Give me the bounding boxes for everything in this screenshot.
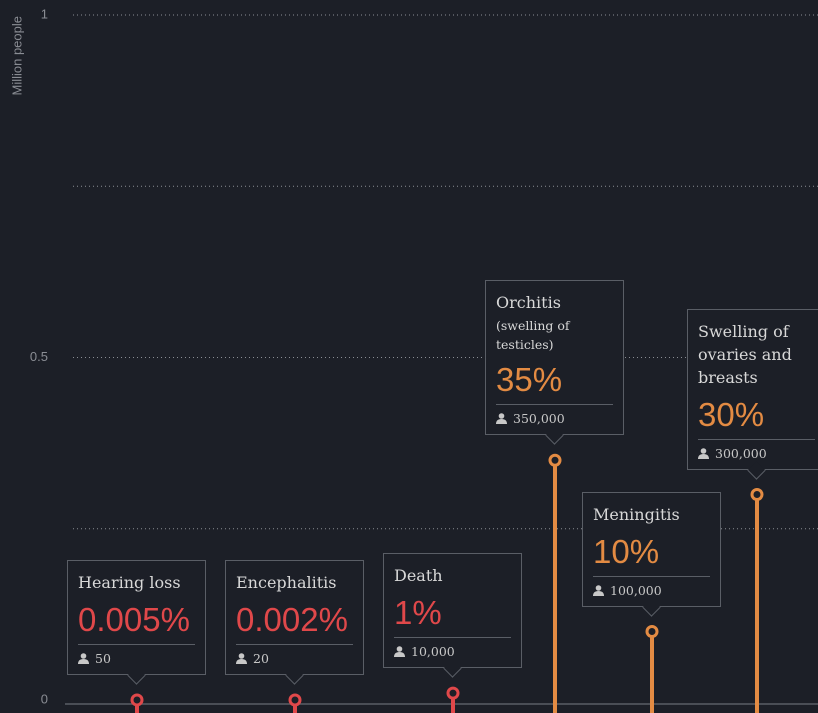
count-row: 100,000 [593, 575, 710, 598]
y-tick-label: 0 [41, 691, 48, 706]
annotation-box: Meningitis 10% 100,000 [582, 491, 721, 617]
category-label: Orchitis [496, 293, 561, 313]
person-icon [593, 584, 604, 596]
icon-body [78, 658, 89, 664]
count-row: 300,000 [698, 438, 815, 461]
count-label: 300,000 [715, 445, 767, 461]
count-row: 20 [236, 644, 353, 666]
icon-body [236, 659, 247, 664]
category-label: Death [394, 566, 443, 586]
icon-head [80, 653, 87, 659]
person-icon [698, 447, 709, 459]
person-icon [496, 413, 507, 425]
person-icon [78, 653, 89, 664]
y-tick-label: 1 [41, 6, 48, 21]
y-axis-label: Million people [9, 16, 24, 96]
count-row: 350,000 [496, 404, 613, 426]
count-row: 10,000 [394, 637, 511, 659]
percent-label: 30% [698, 395, 765, 433]
percent-label: 35% [496, 361, 563, 399]
point [288, 693, 302, 707]
count-row: 50 [78, 643, 195, 666]
count-label: 10,000 [411, 644, 455, 660]
icon-body [593, 590, 604, 596]
icon-body [394, 652, 405, 658]
category-label: Meningitis [593, 504, 680, 524]
percent-label: 0.002% [236, 601, 348, 638]
category-note: (swelling of testicles) [496, 318, 570, 353]
icon-body [496, 419, 507, 425]
category-label: Swelling of ovaries and breasts [698, 321, 792, 387]
point [750, 488, 764, 501]
percent-label: 1% [394, 594, 442, 632]
icon-head [700, 447, 707, 454]
icon-body [698, 453, 709, 459]
annotation-box: Orchitis (swelling of testicles) 35% 350,00… [485, 280, 624, 445]
icon-head [595, 584, 602, 591]
count-label: 100,000 [610, 582, 662, 598]
annotation-box: Encephalitis 0.002% 20 [225, 560, 364, 685]
point [548, 453, 562, 467]
percent-label: 0.005% [78, 600, 190, 638]
icon-head [238, 653, 245, 659]
count-label: 350,000 [513, 411, 565, 427]
y-tick-label: 0.5 [30, 349, 48, 364]
person-icon [394, 646, 405, 658]
category-label: Hearing loss [78, 572, 181, 592]
count-label: 20 [253, 651, 269, 666]
point [446, 686, 460, 700]
icon-head [498, 413, 505, 420]
category-label: Encephalitis [236, 573, 337, 592]
annotation-box: Swelling of ovaries and breasts 30% 300,00… [687, 308, 818, 480]
annotation-box: Hearing loss 0.005% 50 [67, 559, 206, 685]
annotation-box: Death 1% 10,000 [383, 553, 522, 678]
count-label: 50 [95, 650, 111, 666]
point [130, 693, 144, 707]
percent-label: 10% [593, 532, 660, 570]
person-icon [236, 653, 247, 664]
point [645, 625, 659, 638]
icon-head [396, 646, 403, 652]
